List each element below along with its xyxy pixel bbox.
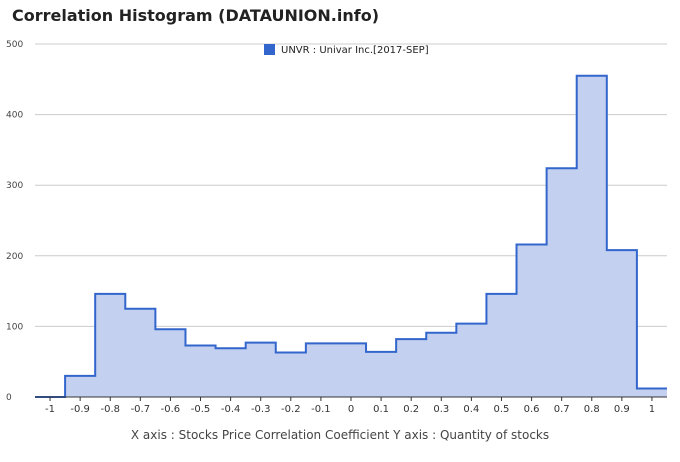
legend-swatch: [264, 44, 275, 55]
x-tick-label: 0.2: [403, 404, 419, 415]
axis-caption: X axis : Stocks Price Correlation Coeffi…: [130, 428, 550, 442]
legend-label: UNVR : Univar Inc.[2017-SEP]: [281, 45, 429, 56]
x-tick-label: -1: [45, 404, 55, 415]
x-tick-label: -0.7: [131, 404, 151, 415]
y-tick-label: 100: [6, 322, 23, 332]
y-tick-label: 400: [6, 111, 23, 121]
x-tick-label: 1: [649, 404, 655, 415]
y-tick-label: 300: [6, 181, 23, 191]
x-tick-label: -0.8: [100, 404, 120, 415]
x-tick-label: -0.6: [161, 404, 181, 415]
x-tick-label: 0.4: [463, 404, 479, 415]
y-tick-label: 500: [6, 40, 23, 50]
x-tick-label: 0.8: [584, 404, 600, 415]
chart-title: Correlation Histogram (DATAUNION.info): [12, 6, 379, 25]
x-tick-label: -0.2: [281, 404, 301, 415]
x-tick-label: -0.5: [191, 404, 211, 415]
x-tick-label: -0.4: [221, 404, 241, 415]
x-tick-label: -0.9: [70, 404, 90, 415]
x-tick-label: 0.7: [554, 404, 570, 415]
histogram-line: [35, 74, 667, 398]
y-tick-label: 0: [6, 393, 12, 403]
y-tick-label: 200: [6, 252, 23, 262]
x-tick-label: 0.6: [524, 404, 540, 415]
x-axis-ticks: -1 -0.9 -0.8 -0.7 -0.6 -0.5 -0.4 -0.3 -0.2 -0.1 0 0…: [35, 396, 667, 415]
x-tick-label: 0.5: [494, 404, 510, 415]
x-tick-label: 0.1: [373, 404, 389, 415]
x-tick-label: 0.3: [433, 404, 449, 415]
legend: UNVR : Univar Inc.[2017-SEP]: [264, 44, 429, 56]
y-axis-ticks: 0 100 200 300 400 500: [6, 40, 23, 403]
x-tick-label: 0: [348, 404, 354, 415]
histogram-area: [35, 75, 667, 398]
x-tick-label: 0.9: [614, 404, 630, 415]
x-tick-label: -0.1: [311, 404, 331, 415]
data-area: [35, 74, 667, 398]
x-tick-label: -0.3: [251, 404, 271, 415]
